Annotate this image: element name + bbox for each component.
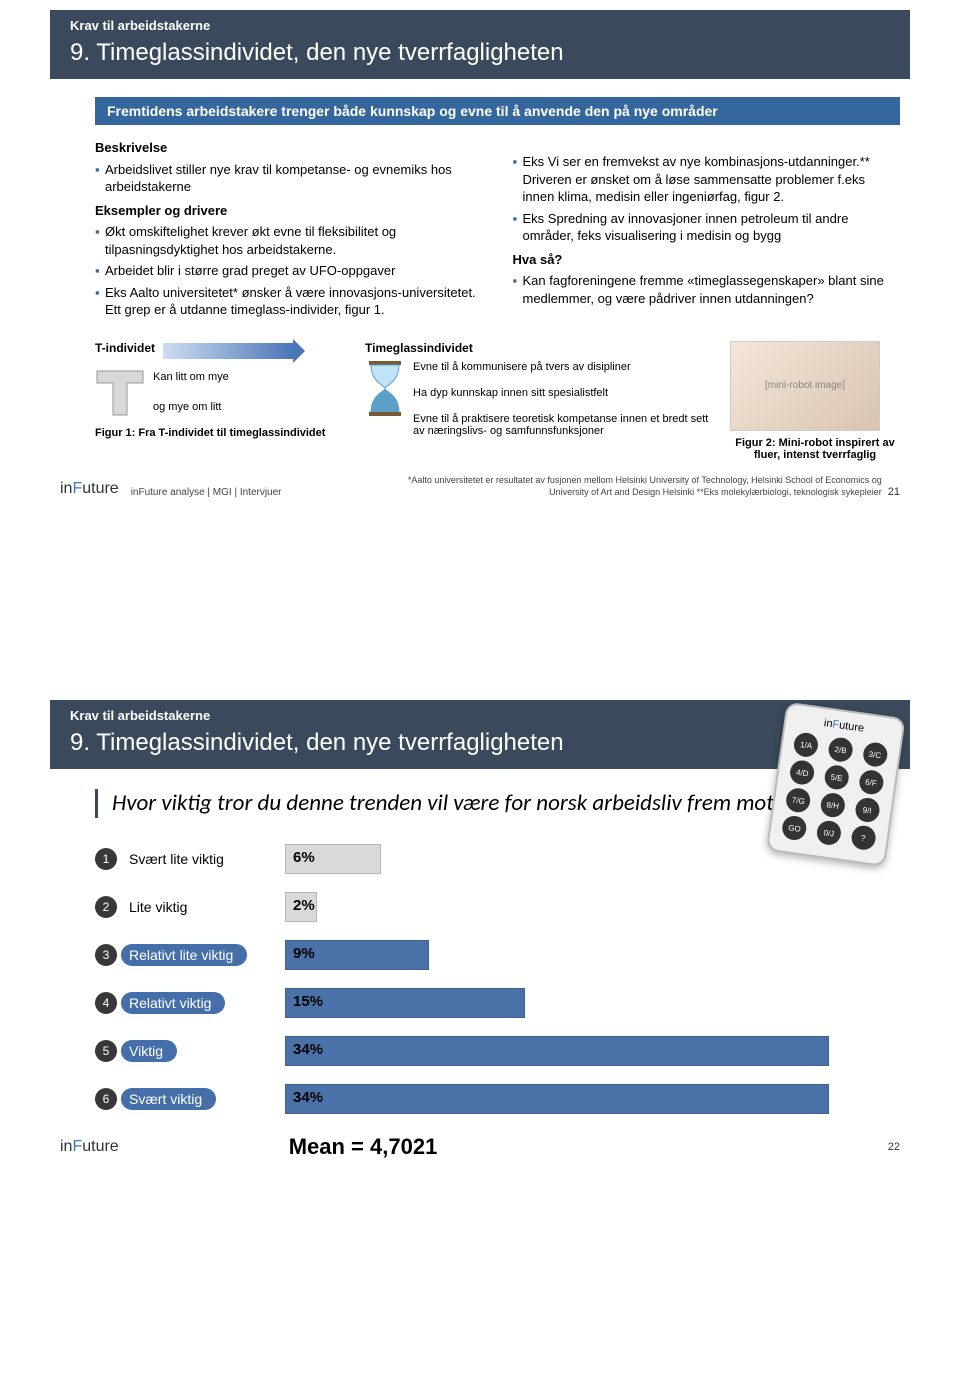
bullet-text: Arbeidet blir i større grad preget av UF… xyxy=(105,262,483,280)
bullet-text: Eks Vi ser en fremvekst av nye kombinasj… xyxy=(523,153,901,206)
poll-label: Viktig xyxy=(121,1040,177,1062)
right-column: ▪Eks Vi ser en fremvekst av nye kombinas… xyxy=(513,133,901,323)
clicker-button: 5/E xyxy=(823,764,850,791)
fig1-title: T-individet xyxy=(95,341,155,355)
poll-row: 4Relativt viktig 15% xyxy=(95,988,900,1018)
t-shape-icon xyxy=(95,367,145,417)
poll-value: 6% xyxy=(293,849,315,866)
bullet-text: Kan fagforeningene fremme «timeglassegen… xyxy=(523,272,901,307)
bullet-icon: ▪ xyxy=(95,161,105,196)
fig1-sub2: og mye om litt xyxy=(153,401,229,413)
bullet-text: Eks Spredning av innovasjoner innen petr… xyxy=(523,210,901,245)
bullet-icon: ▪ xyxy=(95,284,105,319)
blue-subheading: Fremtidens arbeidstakere trenger både ku… xyxy=(95,97,900,125)
clicker-button: 6/F xyxy=(857,769,884,796)
poll-number-badge: 5 xyxy=(95,1040,117,1062)
bullet-icon: ▪ xyxy=(95,262,105,280)
poll-number-badge: 2 xyxy=(95,896,117,918)
clicker-button: 4/D xyxy=(789,759,816,786)
heading-eksempler: Eksempler og drivere xyxy=(95,202,483,220)
poll-bar xyxy=(285,1084,829,1114)
figure-2-robot: [mini-robot image] Figur 2: Mini-robot i… xyxy=(730,341,900,461)
poll-value: 9% xyxy=(293,945,315,962)
hourglass-icon xyxy=(365,361,405,421)
bullet-icon: ▪ xyxy=(513,153,523,206)
poll-number-badge: 1 xyxy=(95,848,117,870)
poll-label: Relativt lite viktig xyxy=(121,944,247,966)
bullet-text: Økt omskiftelighet krever økt evne til f… xyxy=(105,223,483,258)
poll-number-badge: 3 xyxy=(95,944,117,966)
page-number: 22 xyxy=(888,1141,900,1153)
bullet-icon: ▪ xyxy=(513,272,523,307)
figure-1-t-individ: T-individet Kan litt om mye og mye om li… xyxy=(95,341,345,439)
logo: inFuture xyxy=(60,1138,119,1156)
poll-bar xyxy=(285,1036,829,1066)
poll-value: 34% xyxy=(293,1041,323,1058)
header-title: 9. Timeglassindividet, den nye tverrfagl… xyxy=(70,39,890,67)
clicker-button: 7/G xyxy=(785,787,812,814)
header-supertitle: Krav til arbeidstakerne xyxy=(70,708,890,723)
poll-label: Svært lite viktig xyxy=(121,848,238,870)
header-title: 9. Timeglassindividet, den nye tverrfagl… xyxy=(70,729,890,757)
clicker-button: 9/I xyxy=(854,796,881,823)
clicker-button: 1/A xyxy=(793,731,820,758)
footer-source: inFuture analyse | MGI | Intervjuer xyxy=(131,487,282,498)
poll-row: 1Svært lite viktig 6% xyxy=(95,844,900,874)
fig2-caption: Figur 2: Mini-robot inspirert av fluer, … xyxy=(730,437,900,461)
poll-number-badge: 4 xyxy=(95,992,117,1014)
mean-text: Mean = 4,7021 xyxy=(289,1134,438,1160)
poll-label: Lite viktig xyxy=(121,896,201,918)
heading-beskrivelse: Beskrivelse xyxy=(95,139,483,157)
bullet-icon: ▪ xyxy=(95,223,105,258)
poll-row: 5Viktig 34% xyxy=(95,1036,900,1066)
arrow-icon xyxy=(163,343,293,359)
figmid-sub3: Evne til å praktisere teoretisk kompetan… xyxy=(413,413,710,437)
clicker-button: 8/H xyxy=(819,792,846,819)
bullet-text: Eks Aalto universitetet* ønsker å være i… xyxy=(105,284,483,319)
poll-value: 15% xyxy=(293,993,323,1010)
fig1-sub1: Kan litt om mye xyxy=(153,371,229,383)
poll-row: 3Relativt lite viktig 9% xyxy=(95,940,900,970)
poll-row: 2Lite viktig 2% xyxy=(95,892,900,922)
fig1-caption: Figur 1: Fra T-individet til timeglassin… xyxy=(95,427,345,439)
clicker-button: GO xyxy=(781,814,808,841)
poll-label: Svært viktig xyxy=(121,1088,216,1110)
poll-number-badge: 6 xyxy=(95,1088,117,1110)
bullet-text: Arbeidslivet stiller nye krav til kompet… xyxy=(105,161,483,196)
clicker-button: 2/B xyxy=(827,736,854,763)
clicker-button: 0/J xyxy=(815,819,842,846)
clicker-button: 3/C xyxy=(861,741,888,768)
figmid-sub1: Evne til å kommunisere på tvers av disip… xyxy=(413,361,710,373)
mini-robot-image: [mini-robot image] xyxy=(730,341,880,431)
figmid-sub2: Ha dyp kunnskap innen sitt spesialistfel… xyxy=(413,387,710,399)
footer-fineprint: *Aalto universitetet er resultatet av fu… xyxy=(402,475,882,498)
poll-label: Relativt viktig xyxy=(121,992,225,1014)
poll-value: 2% xyxy=(293,897,315,914)
figure-hourglass: Timeglassindividet Evne til å kommuniser… xyxy=(365,341,710,441)
logo: inFuture xyxy=(60,480,119,498)
left-column: Beskrivelse ▪Arbeidslivet stiller nye kr… xyxy=(95,133,483,323)
page-number: 21 xyxy=(888,486,900,498)
header-band: Krav til arbeidstakerne 9. Timeglassindi… xyxy=(50,10,910,79)
header-supertitle: Krav til arbeidstakerne xyxy=(70,18,890,33)
poll-row: 6Svært viktig 34% xyxy=(95,1084,900,1114)
poll-value: 34% xyxy=(293,1089,323,1106)
heading-hvasa: Hva så? xyxy=(513,251,901,269)
poll-chart: 1Svært lite viktig6%2Lite viktig2%3Relat… xyxy=(95,844,900,1114)
figmid-title: Timeglassindividet xyxy=(365,341,710,355)
bullet-icon: ▪ xyxy=(513,210,523,245)
